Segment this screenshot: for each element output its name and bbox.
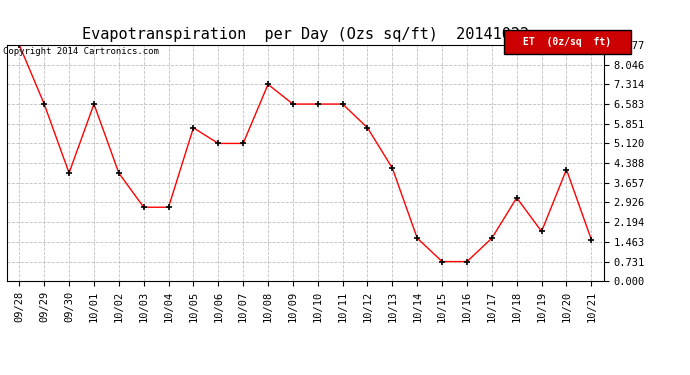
FancyBboxPatch shape [504,30,631,54]
Text: ET  (0z/sq  ft): ET (0z/sq ft) [524,37,611,47]
Title: Evapotranspiration  per Day (Ozs sq/ft)  20141022: Evapotranspiration per Day (Ozs sq/ft) 2… [81,27,529,42]
Text: Copyright 2014 Cartronics.com: Copyright 2014 Cartronics.com [3,47,159,56]
